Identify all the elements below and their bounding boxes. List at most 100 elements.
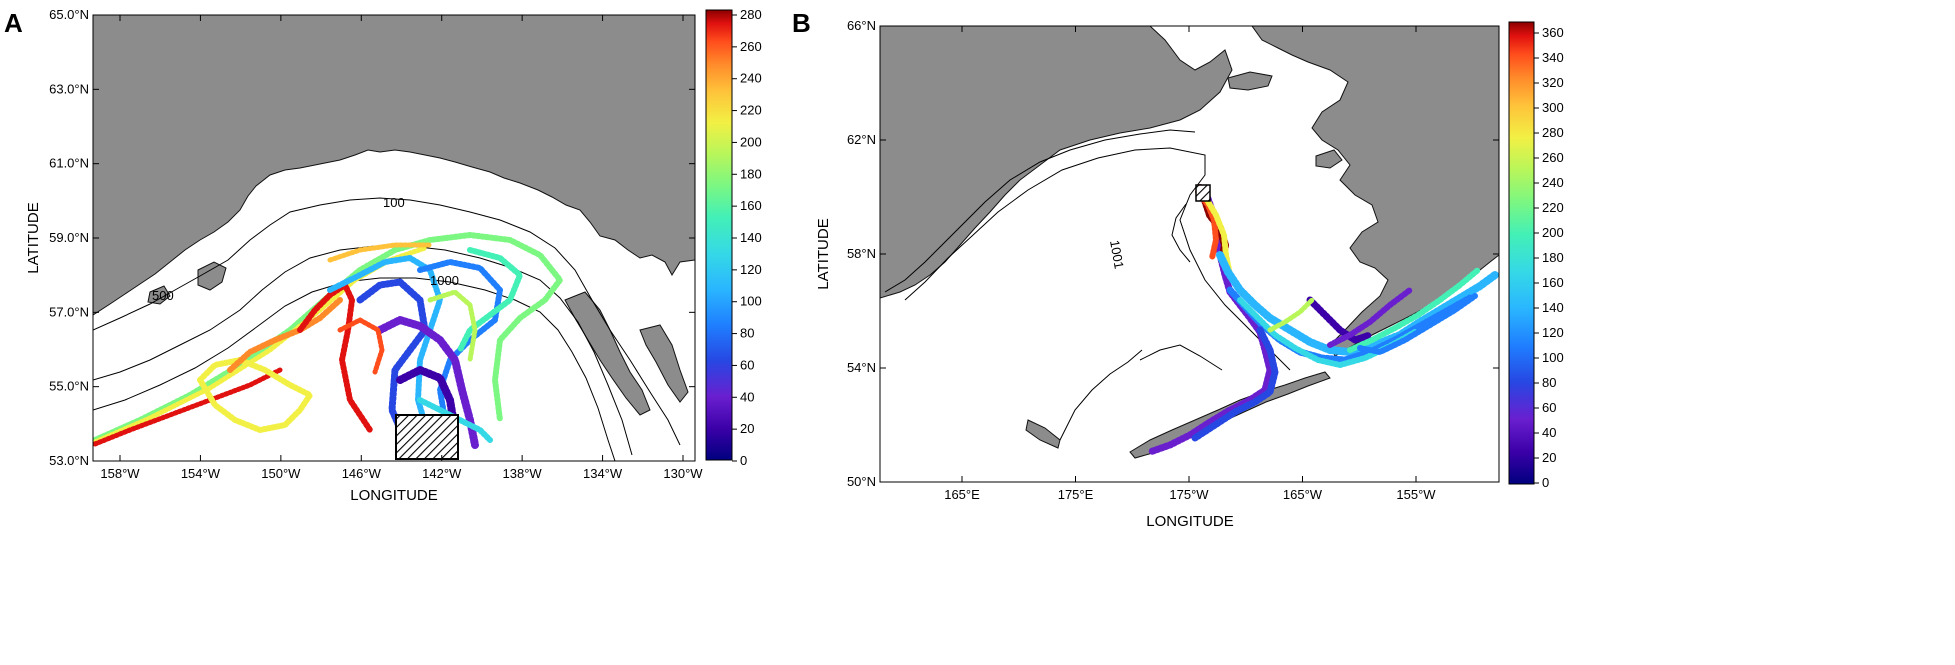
panel-a-island-1 bbox=[197, 261, 227, 291]
panel-b-y-tick-label: 66°N bbox=[847, 18, 876, 33]
panel-b-colorbar-tick-label: 40 bbox=[1542, 425, 1556, 440]
panel-a-colorbar-tick-label: 160 bbox=[740, 198, 762, 213]
panel-a-colorbar-tick-label: 0 bbox=[740, 453, 747, 468]
panel-b-y-tick-label: 62°N bbox=[847, 132, 876, 147]
panel-a-x-label: LONGITUDE bbox=[350, 487, 438, 504]
panel-a-x-tick-label: 130°W bbox=[663, 466, 703, 481]
panel-b-komandorski bbox=[1025, 419, 1061, 449]
panel-a-contour-1000 bbox=[93, 277, 616, 461]
trajectory-line bbox=[1191, 326, 1279, 442]
trajectory-line bbox=[327, 242, 433, 263]
panel-a-land bbox=[93, 15, 695, 316]
panel-a-colorbar-tick-label: 40 bbox=[740, 389, 754, 404]
trajectory-line bbox=[93, 367, 283, 447]
panel-a-colorbar-tick-label: 220 bbox=[740, 103, 762, 118]
panel-a-contour-label-100: 100 bbox=[383, 195, 405, 210]
trajectory-line bbox=[1327, 287, 1413, 348]
panel-a-colorbar-tick-label: 60 bbox=[740, 357, 754, 372]
panel-a-contour-label-500: 500 bbox=[152, 288, 174, 303]
panel-a-colorbar-tick-label: 20 bbox=[740, 421, 754, 436]
panel-a-island-2 bbox=[147, 285, 171, 305]
panel-a-y-tick-label: 55.0°N bbox=[49, 379, 89, 394]
panel-a-y-tick-label: 65.0°N bbox=[49, 7, 89, 22]
panel-a-colorbar-tick-label: 120 bbox=[740, 262, 762, 277]
panel-b-y-tick-label: 54°N bbox=[847, 360, 876, 375]
panel-a-map bbox=[93, 15, 695, 461]
panel-b-colorbar-tick-label: 280 bbox=[1542, 125, 1564, 140]
panel-a-x-tick-label: 154°W bbox=[181, 466, 221, 481]
panel-b-colorbar-tick-label: 200 bbox=[1542, 225, 1564, 240]
panel-b-contour-shelf bbox=[884, 129, 1196, 293]
panel-b-colorbar-tick-label: 220 bbox=[1542, 200, 1564, 215]
panel-b-colorbar-tick-label: 0 bbox=[1542, 475, 1549, 490]
panel-b-colorbar-ticks: 3603403203002802602402202001801601401201… bbox=[1534, 25, 1564, 490]
panel-a-x-tick-label: 150°W bbox=[261, 466, 301, 481]
panel-b-map bbox=[880, 26, 1499, 482]
panel-a-x-tick-label: 142°W bbox=[422, 466, 462, 481]
panel-b-x-tick-label: 155°W bbox=[1396, 487, 1436, 502]
panel-b-colorbar-tick-label: 160 bbox=[1542, 275, 1564, 290]
panel-b-trajectories bbox=[1146, 184, 1499, 456]
panel-b-st-lawrence bbox=[1227, 71, 1273, 91]
trajectory-line bbox=[1357, 293, 1478, 355]
panel-b-x-tick-label: 175°W bbox=[1169, 487, 1209, 502]
panel-b-label: B bbox=[792, 8, 811, 38]
panel-b-contour-bowers bbox=[1059, 349, 1143, 441]
panel-b-colorbar-tick-label: 180 bbox=[1542, 250, 1564, 265]
trajectory-line bbox=[376, 316, 479, 449]
trajectory-line bbox=[417, 259, 503, 453]
panel-a-y-label: LATITUDE bbox=[25, 202, 42, 273]
panel-a-x-axis: 158°W 154°W 150°W 146°W 142°W 138°W 134°W 130°W bbox=[100, 15, 703, 481]
trajectory-line bbox=[327, 255, 443, 443]
panel-a-colorbar-tick-label: 140 bbox=[740, 230, 762, 245]
panel-a-colorbar bbox=[705, 9, 733, 461]
panel-a-x-tick-label: 138°W bbox=[503, 466, 543, 481]
panel-b-y-tick-label: 50°N bbox=[847, 474, 876, 489]
panel-b-colorbar-tick-label: 60 bbox=[1542, 400, 1556, 415]
panel-a-colorbar-tick-label: 280 bbox=[740, 7, 762, 22]
panel-b-colorbar bbox=[1508, 21, 1535, 485]
panel-b-colorbar-tick-label: 100 bbox=[1542, 350, 1564, 365]
panel-a-label: A bbox=[4, 8, 23, 38]
panel-a-y-axis: 65.0°N 63.0°N 61.0°N 59.0°N 57.0°N 55.0°N 53.0… bbox=[49, 7, 695, 468]
trajectory-line bbox=[1216, 251, 1499, 356]
panel-b-colorbar-tick-label: 360 bbox=[1542, 25, 1564, 40]
panel-b-x-tick-label: 175°E bbox=[1058, 487, 1094, 502]
panel-a-trajectories bbox=[93, 232, 563, 453]
panel-b: B 1001 66°N 62°N 58°N 54°N 50°N bbox=[792, 8, 1564, 530]
panel-b-nunivak bbox=[1315, 149, 1343, 169]
panel-b-colorbar-tick-label: 120 bbox=[1542, 325, 1564, 340]
panel-b-x-label: LONGITUDE bbox=[1146, 513, 1234, 530]
panel-a-colorbar-tick-label: 100 bbox=[740, 294, 762, 309]
panel-b-colorbar-tick-label: 80 bbox=[1542, 375, 1556, 390]
panel-b-contour-1000 bbox=[904, 147, 1291, 371]
panel-b-contour-label-1001: 1001 bbox=[1107, 239, 1127, 270]
trajectory-line bbox=[227, 297, 343, 373]
panel-b-y-axis: 66°N 62°N 58°N 54°N 50°N bbox=[847, 18, 1499, 489]
panel-a-colorbar-tick-label: 200 bbox=[740, 134, 762, 149]
trajectory-line bbox=[1267, 297, 1315, 333]
panel-a-y-tick-label: 59.0°N bbox=[49, 230, 89, 245]
trajectory-line bbox=[297, 282, 373, 433]
panel-b-land-russia bbox=[880, 26, 1233, 299]
panel-a-y-tick-label: 61.0°N bbox=[49, 156, 89, 171]
panel-a-island-4 bbox=[639, 324, 689, 403]
panel-a-colorbar-tick-label: 260 bbox=[740, 39, 762, 54]
panel-a-y-tick-label: 53.0°N bbox=[49, 453, 89, 468]
panel-b-contour-slope bbox=[1171, 203, 1191, 263]
panel-a-y-tick-label: 57.0°N bbox=[49, 304, 89, 319]
panel-a-island-3 bbox=[564, 291, 651, 416]
panel-a-x-tick-label: 146°W bbox=[342, 466, 382, 481]
trajectory-line bbox=[396, 366, 459, 434]
panel-a-release-box bbox=[395, 414, 459, 460]
panel-a-colorbar-tick-label: 240 bbox=[740, 71, 762, 86]
trajectory-line bbox=[427, 289, 478, 363]
panel-a-x-tick-label: 158°W bbox=[100, 466, 140, 481]
trajectory-line bbox=[1306, 296, 1374, 344]
panel-a-contour-100 bbox=[93, 197, 681, 446]
trajectory-line bbox=[337, 317, 385, 375]
panel-b-x-axis: 165°E 175°E 175°W 165°W 155°W bbox=[944, 26, 1436, 502]
panel-a-y-tick-label: 63.0°N bbox=[49, 81, 89, 96]
panel-b-release-box bbox=[1195, 184, 1211, 202]
